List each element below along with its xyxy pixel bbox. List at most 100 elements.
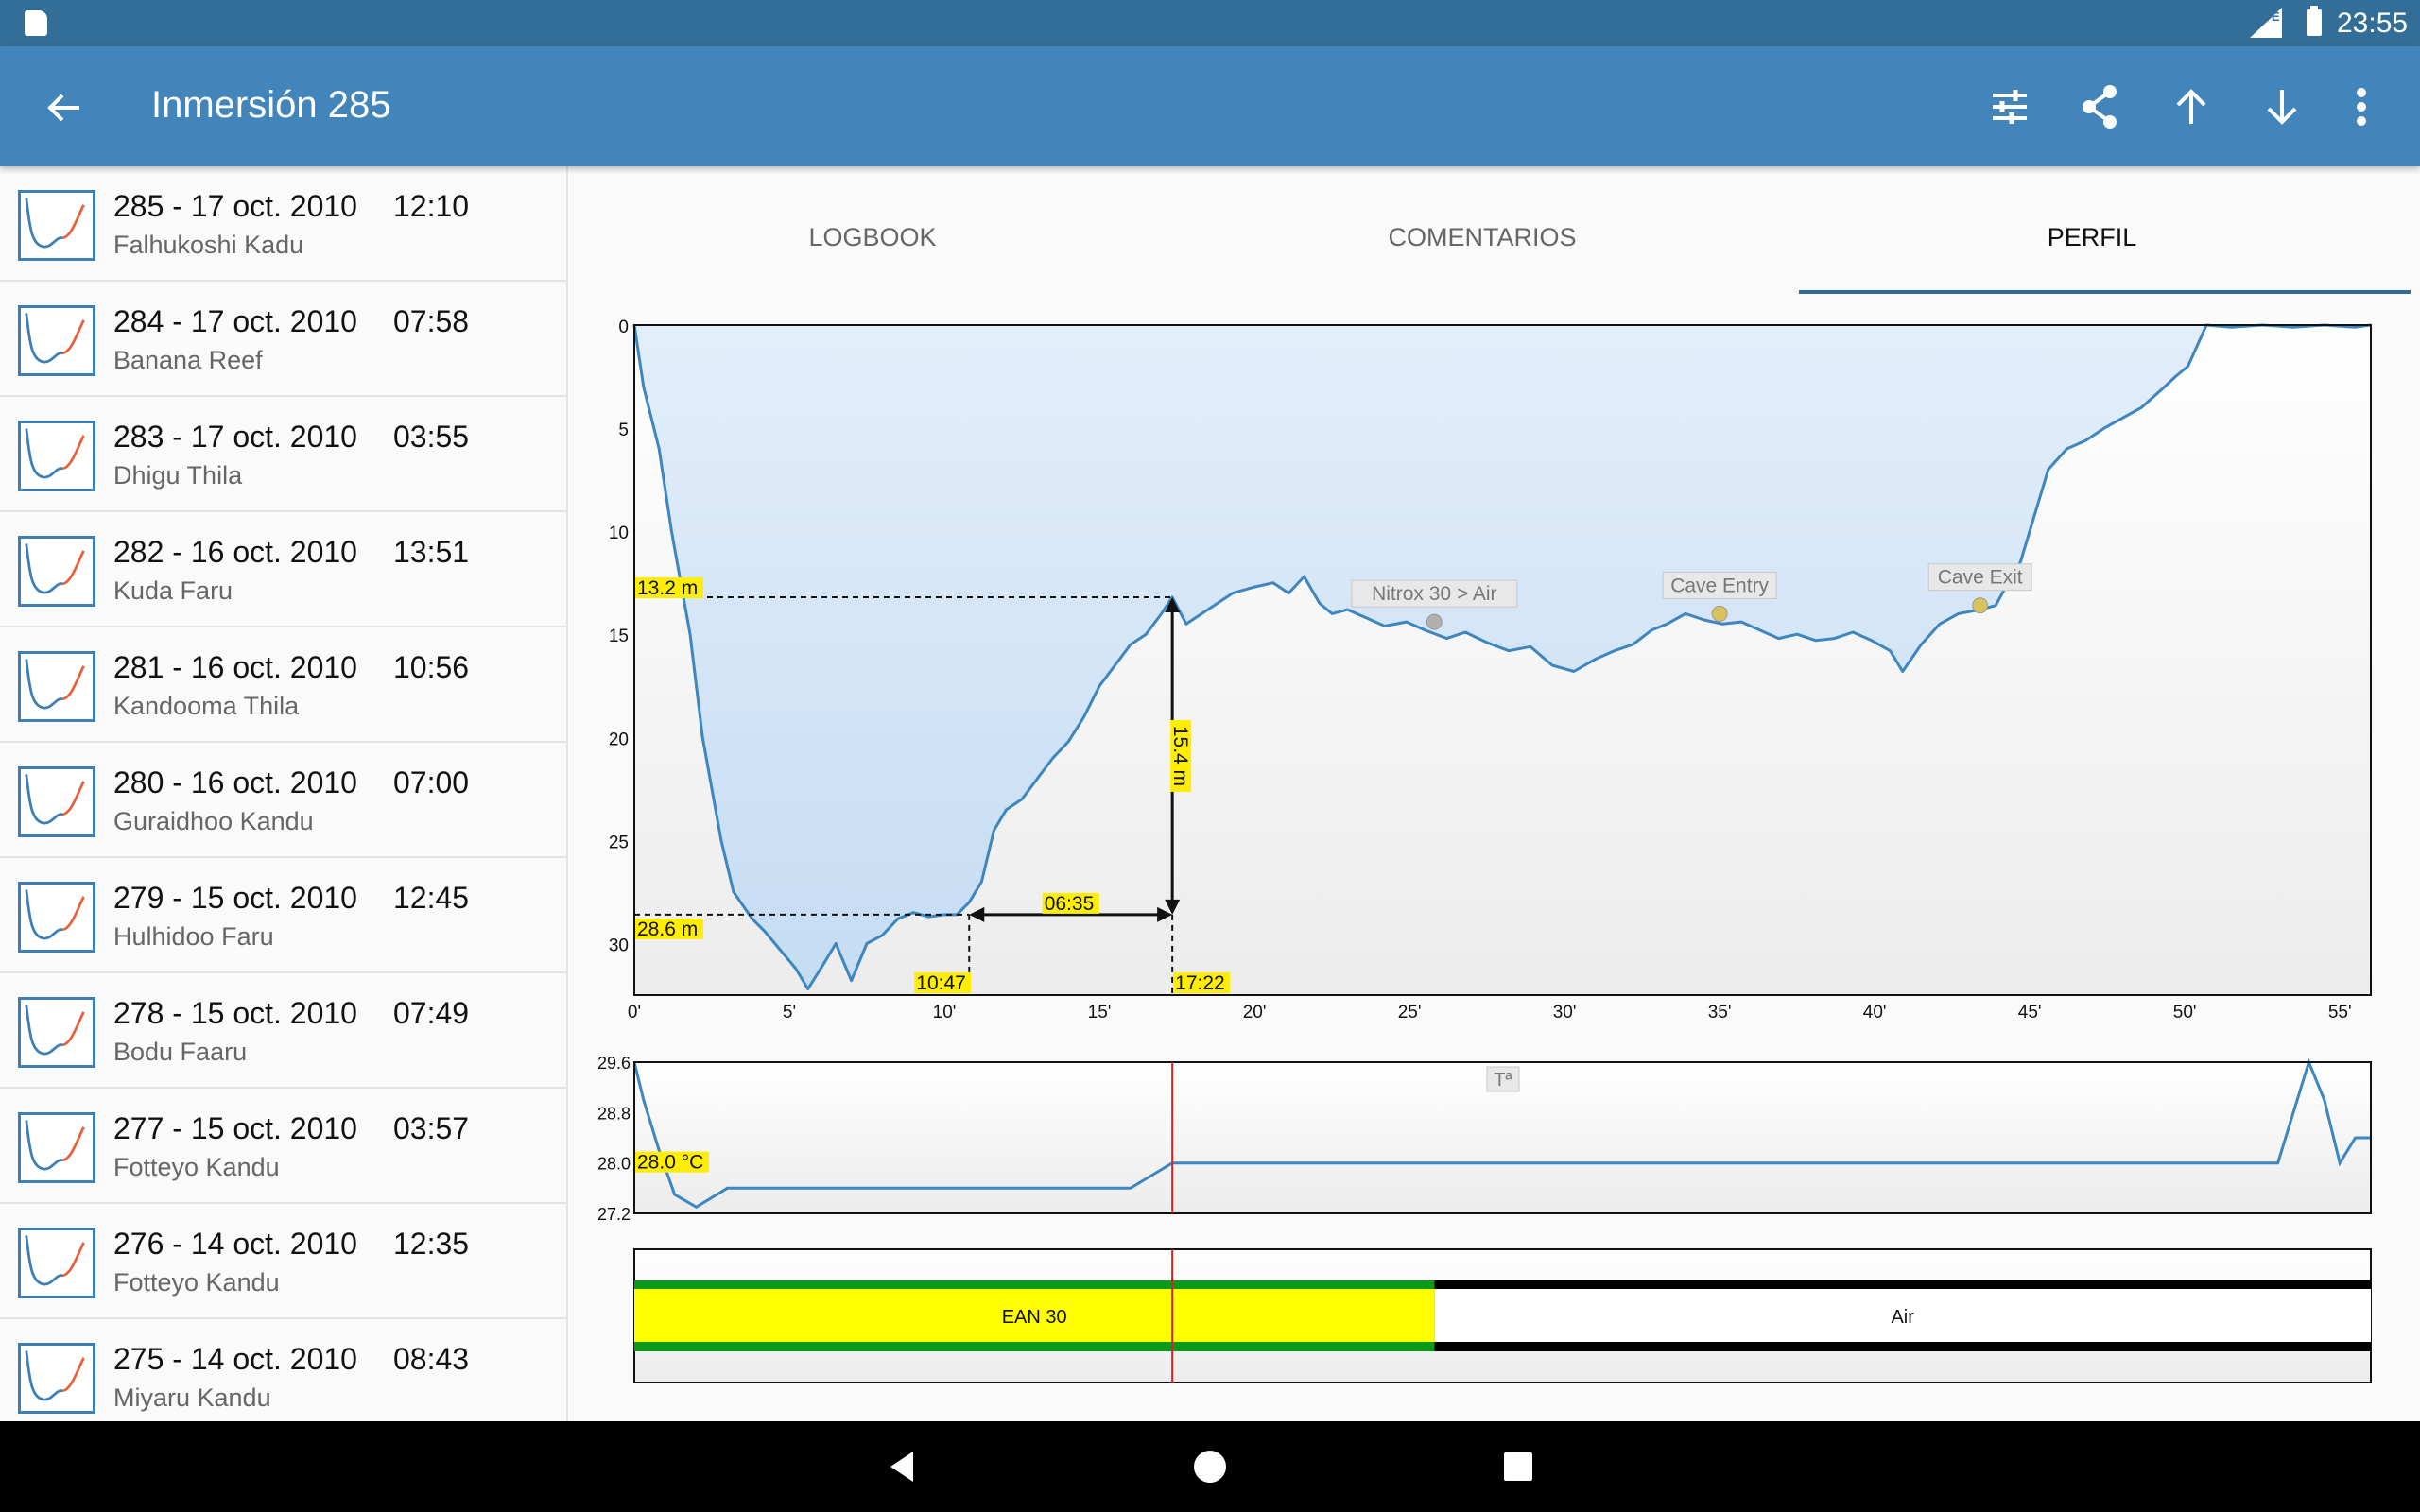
duration-label: 06:35 (1045, 893, 1095, 915)
dive-site: Banana Reef (113, 346, 263, 374)
tab-comentarios[interactable]: COMENTARIOS (1388, 223, 1577, 251)
event-label: Cave Exit (1938, 567, 2023, 589)
gas-segment-ean (634, 1289, 1435, 1342)
dive-time: 12:45 (393, 881, 470, 915)
list-item[interactable]: 284 - 17 oct. 2010 07:58 Banana Reef (0, 282, 566, 397)
tab-logbook[interactable]: LOGBOOK (808, 223, 937, 251)
dive-number-date: 278 - 15 oct. 2010 (113, 996, 357, 1030)
dive-number-date: 281 - 16 oct. 2010 (113, 650, 357, 684)
more-vert-icon[interactable] (2335, 80, 2388, 133)
x-tick-label: 30' (1553, 1003, 1577, 1022)
list-item[interactable]: 282 - 16 oct. 2010 13:51 Kuda Faru (0, 512, 566, 627)
start-depth-label-bg (635, 918, 703, 939)
dive-profile-thumbnail-icon (18, 1228, 95, 1298)
nav-back-icon[interactable] (883, 1448, 921, 1486)
temperature-title: Tª (1494, 1070, 1512, 1091)
end-time-label-bg (1173, 972, 1231, 993)
dive-number-date: 283 - 17 oct. 2010 (113, 420, 357, 454)
tab-bar: LOGBOOK COMENTARIOS PERFIL (570, 166, 2420, 295)
dive-profile-thumbnail-icon (18, 536, 95, 607)
dive-site: Kandooma Thila (113, 692, 300, 720)
settings-sliders-icon[interactable] (1983, 80, 2036, 133)
y-tick-label: 30 (609, 936, 629, 955)
dive-time: 12:35 (393, 1227, 470, 1261)
share-icon[interactable] (2074, 80, 2127, 133)
event-marker (1972, 597, 1989, 614)
gas-segment-air-label: Air (1891, 1307, 1914, 1328)
nav-home-icon[interactable] (1191, 1448, 1229, 1486)
dive-number-date: 284 - 17 oct. 2010 (113, 304, 357, 338)
event-label: Nitrox 30 > Air (1372, 583, 1496, 605)
dive-time: 07:58 (393, 304, 470, 338)
dive-time: 03:57 (393, 1111, 470, 1145)
list-item[interactable]: 285 - 17 oct. 2010 12:10 Falhukoshi Kadu (0, 166, 566, 282)
profile-plot-frame (633, 324, 2372, 996)
list-item[interactable]: 283 - 17 oct. 2010 03:55 Dhigu Thila (0, 397, 566, 512)
dive-number-date: 279 - 15 oct. 2010 (113, 881, 357, 915)
x-tick-label: 45' (2018, 1003, 2042, 1022)
x-tick-label: 0' (628, 1003, 641, 1022)
dive-number-date: 280 - 16 oct. 2010 (113, 765, 357, 799)
dive-profile-thumbnail-icon (18, 1343, 95, 1414)
list-item[interactable]: 276 - 14 oct. 2010 12:35 Fotteyo Kandu (0, 1204, 566, 1319)
dive-site: Dhigu Thila (113, 461, 243, 490)
nav-recents-icon[interactable] (1499, 1448, 1537, 1486)
dive-number-date: 276 - 14 oct. 2010 (113, 1227, 357, 1261)
dive-profile-thumbnail-icon (18, 766, 95, 837)
list-item[interactable]: 280 - 16 oct. 2010 07:00 Guraidhoo Kandu (0, 743, 566, 858)
x-tick-label: 15' (1088, 1003, 1112, 1022)
dive-profile-thumbnail-icon (18, 1112, 95, 1183)
dive-number-date: 275 - 14 oct. 2010 (113, 1342, 357, 1376)
list-item[interactable]: 275 - 14 oct. 2010 08:43 Miyaru Kandu (0, 1319, 566, 1421)
depth-delta-label-bg (1170, 719, 1192, 792)
event-label-bg (1927, 563, 2032, 592)
list-item[interactable]: 278 - 15 oct. 2010 07:49 Bodu Faaru (0, 973, 566, 1089)
dive-site: Falhukoshi Kadu (113, 231, 304, 259)
depth-delta-arrow-top-head (1165, 596, 1181, 612)
list-item[interactable]: 277 - 15 oct. 2010 03:57 Fotteyo Kandu (0, 1089, 566, 1204)
status-bar: LTE 23:55 (0, 0, 2420, 46)
dive-site: Fotteyo Kandu (113, 1268, 280, 1297)
y-tick-label: 0 (618, 318, 629, 337)
arrow-up-icon[interactable] (2165, 80, 2218, 133)
duration-label-bg (1042, 892, 1099, 914)
dive-profile-thumbnail-icon (18, 305, 95, 376)
dive-time: 12:10 (393, 189, 470, 223)
dive-time: 10:56 (393, 650, 470, 684)
dive-site: Bodu Faaru (113, 1038, 248, 1066)
arrow-down-icon[interactable] (2256, 80, 2308, 133)
sd-card-icon (25, 10, 47, 36)
list-item[interactable]: 279 - 15 oct. 2010 12:45 Hulhidoo Faru (0, 858, 566, 973)
start-time-label: 10:47 (916, 972, 966, 994)
duration-arrow-left-head (969, 906, 985, 922)
temperature-y-tick-label: 28.0 (597, 1155, 631, 1174)
navigation-bar (0, 1421, 2420, 1512)
signal-icon (2250, 8, 2282, 38)
back-arrow-icon[interactable] (42, 84, 89, 131)
x-tick-label: 35' (1708, 1003, 1732, 1022)
x-tick-label: 25' (1398, 1003, 1422, 1022)
x-tick-label: 5' (783, 1003, 796, 1022)
depth-delta-arrow-bottom-head (1165, 899, 1181, 915)
event-label-bg (1662, 571, 1777, 599)
start-depth-label: 28.6 m (637, 919, 698, 940)
y-tick-label: 5 (618, 421, 629, 440)
temperature-y-tick-label: 29.6 (597, 1054, 631, 1073)
dive-site: Fotteyo Kandu (113, 1153, 280, 1181)
tab-perfil[interactable]: PERFIL (2047, 223, 2137, 251)
dive-time: 07:49 (393, 996, 470, 1030)
dive-number-date: 282 - 16 oct. 2010 (113, 535, 357, 569)
dive-site: Miyaru Kandu (113, 1383, 271, 1412)
dive-profile-thumbnail-icon (18, 997, 95, 1068)
tab-indicator (1799, 290, 2411, 294)
depth-area-fill (634, 325, 2371, 989)
x-tick-label: 40' (1863, 1003, 1887, 1022)
temperature-y-tick-label: 27.2 (597, 1205, 631, 1224)
list-item[interactable]: 281 - 16 oct. 2010 10:56 Kandooma Thila (0, 627, 566, 743)
dive-time: 03:55 (393, 420, 470, 454)
dive-site: Guraidhoo Kandu (113, 807, 314, 835)
network-type: LTE (2257, 9, 2280, 24)
dive-number-date: 277 - 15 oct. 2010 (113, 1111, 357, 1145)
depth-profile-line (632, 323, 2372, 990)
